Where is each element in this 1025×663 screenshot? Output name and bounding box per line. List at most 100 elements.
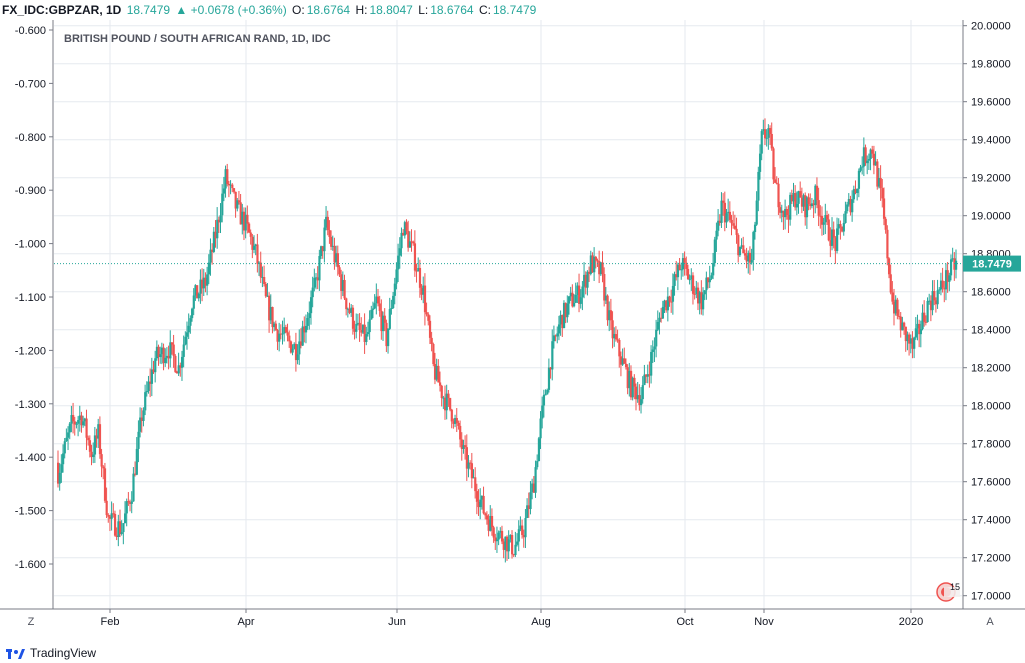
candle-body	[938, 289, 941, 291]
candle-body	[894, 299, 897, 314]
candle	[753, 221, 757, 240]
candle-body	[546, 389, 549, 395]
candle-body	[750, 260, 753, 263]
time-axis[interactable]: Feb Apr Jun Aug Oct Nov 2020	[0, 608, 1025, 628]
auto-scale-button[interactable]: A	[986, 616, 994, 628]
candle	[554, 334, 557, 342]
candle	[822, 217, 825, 236]
candle-body	[227, 183, 231, 186]
candle	[175, 370, 179, 374]
candle-body	[256, 244, 259, 264]
zoom-reset-button[interactable]: Z	[28, 616, 35, 628]
candle	[144, 384, 147, 416]
candle-body	[241, 211, 244, 225]
candle-body	[589, 255, 592, 274]
candle-body	[524, 518, 527, 538]
left-price-axis[interactable]: -0.600 -0.700 -0.800 -0.900 -1.000 -1.100 -1.2…	[15, 20, 54, 609]
candle	[738, 246, 742, 257]
candle	[283, 317, 286, 342]
auto-scale-label[interactable]: A	[986, 616, 994, 628]
candle-body	[948, 275, 951, 282]
candle-body	[624, 363, 628, 368]
candle-body	[635, 386, 638, 400]
candle-body	[579, 297, 582, 304]
candle	[415, 263, 418, 283]
right-price-axis[interactable]: 20.0000 19.8000 19.6000 19.4000 19.2000 19.00…	[962, 20, 1011, 609]
candle	[789, 192, 792, 226]
candle	[85, 409, 88, 451]
candle-body	[469, 462, 472, 464]
candle-body	[217, 219, 221, 223]
candle-body	[723, 202, 726, 223]
candle-body	[899, 316, 902, 331]
candle	[122, 523, 125, 545]
candle-body	[98, 424, 102, 455]
candle-body	[259, 262, 262, 278]
candle	[651, 340, 654, 364]
candle-body	[462, 445, 465, 449]
candle-body	[867, 159, 871, 161]
candle	[628, 362, 631, 397]
candle-body	[839, 224, 842, 227]
candle-body	[67, 432, 70, 438]
candle	[911, 331, 914, 359]
candle-body	[603, 274, 606, 301]
candle-body	[132, 473, 135, 502]
candle	[688, 274, 691, 285]
candle-body	[918, 323, 921, 335]
candle-body	[872, 153, 876, 166]
candle-body	[893, 301, 896, 314]
candle	[661, 300, 665, 319]
candle	[469, 460, 472, 470]
last-price-label: 18.7479	[963, 255, 1021, 272]
candle-body	[361, 324, 365, 333]
candle-body	[521, 525, 524, 535]
candle-body	[944, 270, 948, 290]
candle-body	[189, 318, 192, 326]
candle-body	[928, 300, 931, 302]
candle	[946, 262, 949, 293]
candle-body	[204, 277, 207, 286]
zoom-reset-label[interactable]: Z	[28, 616, 35, 628]
candle-body	[336, 253, 339, 268]
candle-body	[72, 415, 75, 422]
candle-body	[767, 128, 770, 138]
candle-body	[663, 300, 666, 307]
candle-body	[266, 295, 269, 297]
candle-body	[432, 343, 435, 365]
candle	[157, 344, 160, 366]
candle	[526, 498, 529, 519]
candle	[477, 489, 480, 516]
candle	[708, 265, 711, 288]
close-value: 18.7479	[492, 3, 537, 17]
candle-body	[814, 185, 817, 206]
candle	[758, 144, 762, 180]
brand-footer[interactable]: TradingView	[0, 643, 200, 663]
candle	[698, 290, 701, 315]
events-icon[interactable]: 15	[936, 582, 960, 602]
candle	[742, 236, 745, 254]
candle	[777, 178, 780, 216]
candle-body	[594, 256, 597, 261]
candle	[112, 503, 115, 518]
candle-body	[522, 534, 525, 538]
candle	[881, 179, 884, 208]
candle	[851, 190, 854, 222]
candle	[247, 222, 251, 234]
candle	[839, 220, 842, 240]
candle	[93, 426, 97, 463]
candle-body	[428, 320, 432, 338]
candle	[941, 267, 944, 293]
candle-body	[450, 409, 453, 422]
candle-body	[857, 170, 861, 189]
candlestick-chart[interactable]: -0.600 -0.700 -0.800 -0.900 -1.000 -1.100 -1.2…	[0, 20, 1025, 643]
candle-body	[467, 462, 470, 469]
candle-body	[179, 365, 182, 368]
candle-body	[343, 279, 346, 299]
candle-body	[777, 183, 780, 208]
symbol-name[interactable]: FX_IDC:GBPZAR, 1D	[2, 3, 122, 17]
candle-body	[681, 258, 685, 270]
candle-body	[604, 295, 608, 301]
candle-body	[554, 335, 557, 337]
candle	[732, 211, 735, 229]
